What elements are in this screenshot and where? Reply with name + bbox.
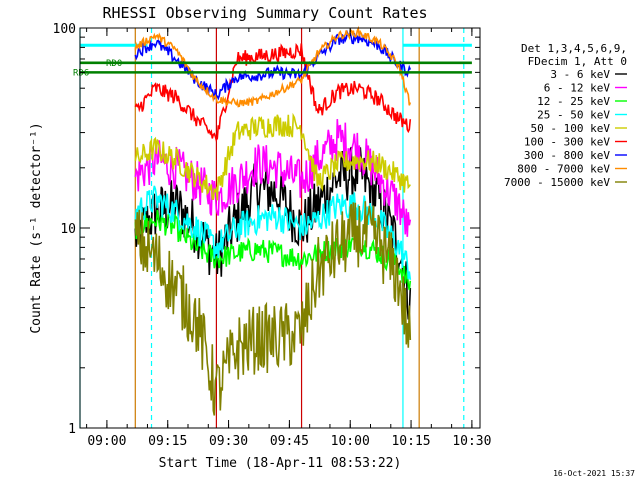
y-tick-label: 10 [60,222,76,237]
legend-entry: 12 - 25 keV [537,95,610,108]
legend-entry: 50 - 100 keV [531,122,611,135]
x-tick-label: 09:45 [270,434,309,449]
legend-entry: 300 - 800 keV [524,149,610,162]
series-line [134,119,412,237]
x-tick-label: 09:15 [148,434,187,449]
series-line [134,185,412,280]
x-tick-label: 10:00 [331,434,370,449]
series-line [134,201,412,416]
series-line [134,42,412,142]
y-tick-label: 1 [68,422,76,437]
annotation-label: RD0 [106,59,122,69]
series-line [134,112,411,201]
legend-entry: 3 - 6 keV [550,68,610,81]
annotation-label: RD6 [73,68,89,78]
legend-entry: 6 - 12 keV [544,82,611,95]
x-tick-label: 09:00 [87,434,126,449]
legend-header: Det 1,3,4,5,6,9, [521,42,627,55]
timestamp: 16-Oct-2021 15:37 [553,469,635,478]
series-line [134,209,412,291]
chart-title: RHESSI Observing Summary Count Rates [102,4,427,22]
x-axis-label: Start Time (18-Apr-11 08:53:22) [159,456,402,471]
legend: Det 1,3,4,5,6,9,FDecim 1, Att 03 - 6 keV… [504,42,627,189]
legend-entry: 800 - 7000 keV [517,163,610,176]
legend-entry: 100 - 300 keV [524,136,610,149]
x-tick-label: 10:15 [391,434,430,449]
y-tick-label: 100 [53,22,76,37]
plot-area: RD0 RD6 [73,25,472,428]
y-axis-label: Count Rate (s⁻¹ detector⁻¹) [29,122,44,333]
x-tick-label: 09:30 [209,434,248,449]
x-tick-label: 10:30 [452,434,491,449]
legend-entry: 25 - 50 keV [537,109,610,122]
series-line [134,25,412,108]
legend-header: FDecim 1, Att 0 [528,55,627,68]
axes: 09:00 09:15 09:30 09:45 10:00 10:15 10:30 1 10 10… [53,22,492,449]
legend-entry: 7000 - 15000 keV [504,176,610,189]
